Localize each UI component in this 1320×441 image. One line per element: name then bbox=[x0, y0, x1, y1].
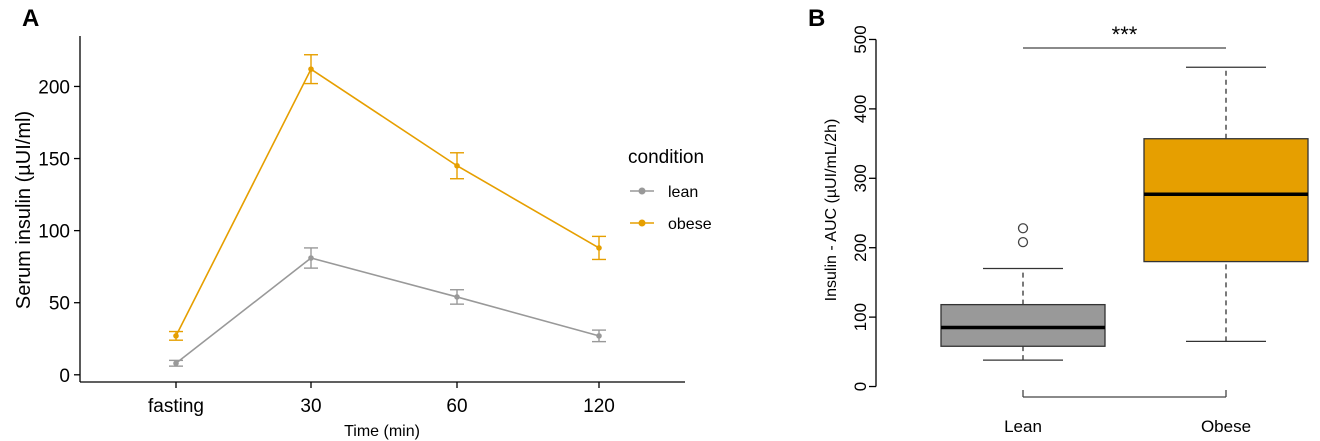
panel-a-chart: 0 50 100 150 200 fasting 30 60 120 Time (min) S… bbox=[13, 36, 712, 440]
b-outlier-Lean bbox=[1017, 223, 1029, 234]
panel-label-b: B bbox=[808, 5, 825, 32]
b-y-tick-label: 100 bbox=[851, 303, 870, 331]
a-point-lean bbox=[454, 294, 460, 300]
a-legend: condition lean obese bbox=[628, 147, 712, 233]
b-y-ticks: 0 100 200 300 400 500 bbox=[851, 25, 876, 391]
a-point-obese bbox=[308, 66, 314, 72]
a-y-tick-label: 50 bbox=[49, 294, 70, 315]
a-series-line-lean bbox=[175, 257, 600, 364]
b-significance: *** bbox=[1023, 22, 1226, 49]
b-boxes-group bbox=[940, 66, 1309, 361]
a-point-obese bbox=[454, 162, 460, 169]
panel-label-a: A bbox=[22, 5, 39, 32]
a-series-group bbox=[169, 54, 606, 367]
b-box-Obese bbox=[1143, 138, 1309, 263]
a-x-tick-label: fasting bbox=[148, 396, 204, 417]
a-legend-label-obese: obese bbox=[668, 216, 712, 233]
a-x-tick-label: 30 bbox=[300, 396, 321, 417]
b-y-tick-label: 400 bbox=[851, 95, 870, 123]
a-y-tick-label: 200 bbox=[38, 77, 70, 98]
b-x-tick-label: Obese bbox=[1201, 417, 1251, 436]
a-y-tick-label: 100 bbox=[38, 222, 70, 243]
a-point-obese bbox=[173, 333, 179, 339]
a-point-lean bbox=[596, 333, 602, 339]
a-x-tick-label: 120 bbox=[583, 396, 615, 417]
b-outlier-Lean bbox=[1017, 237, 1029, 248]
a-legend-label-lean: lean bbox=[668, 184, 698, 201]
b-y-tick-label: 500 bbox=[851, 25, 870, 53]
b-x-axis: Lean Obese bbox=[1004, 390, 1251, 436]
a-x-ticks: fasting 30 60 120 bbox=[148, 382, 615, 417]
b-x-tick-label: Lean bbox=[1004, 417, 1042, 436]
panel-b-chart: 0 100 200 300 400 500 Lean Obese Insulin - AUC… bbox=[823, 22, 1309, 436]
a-series-line-obese bbox=[175, 67, 600, 337]
a-point-lean bbox=[173, 360, 179, 367]
a-y-axis-title: Serum insulin (µUI/ml) bbox=[13, 111, 35, 309]
a-x-axis-title: Time (min) bbox=[344, 423, 420, 440]
b-y-axis-title: Insulin - AUC (µUI/mL/2h) bbox=[823, 119, 840, 302]
a-y-tick-label: 0 bbox=[59, 366, 70, 387]
a-legend-swatch-point-obese bbox=[638, 219, 646, 227]
a-point-lean bbox=[308, 255, 314, 261]
a-point-obese bbox=[596, 245, 602, 251]
b-y-tick-label: 200 bbox=[851, 234, 870, 262]
a-legend-swatch-point-lean bbox=[638, 187, 646, 195]
a-x-tick-label: 60 bbox=[446, 396, 467, 417]
b-significance-label: *** bbox=[1112, 22, 1138, 47]
b-box-Lean bbox=[940, 303, 1106, 347]
b-y-tick-label: 0 bbox=[851, 382, 870, 391]
a-y-ticks: 0 50 100 150 200 bbox=[38, 77, 80, 387]
b-y-tick-label: 300 bbox=[851, 164, 870, 192]
a-y-tick-label: 150 bbox=[38, 150, 70, 171]
a-legend-title: condition bbox=[628, 147, 704, 168]
